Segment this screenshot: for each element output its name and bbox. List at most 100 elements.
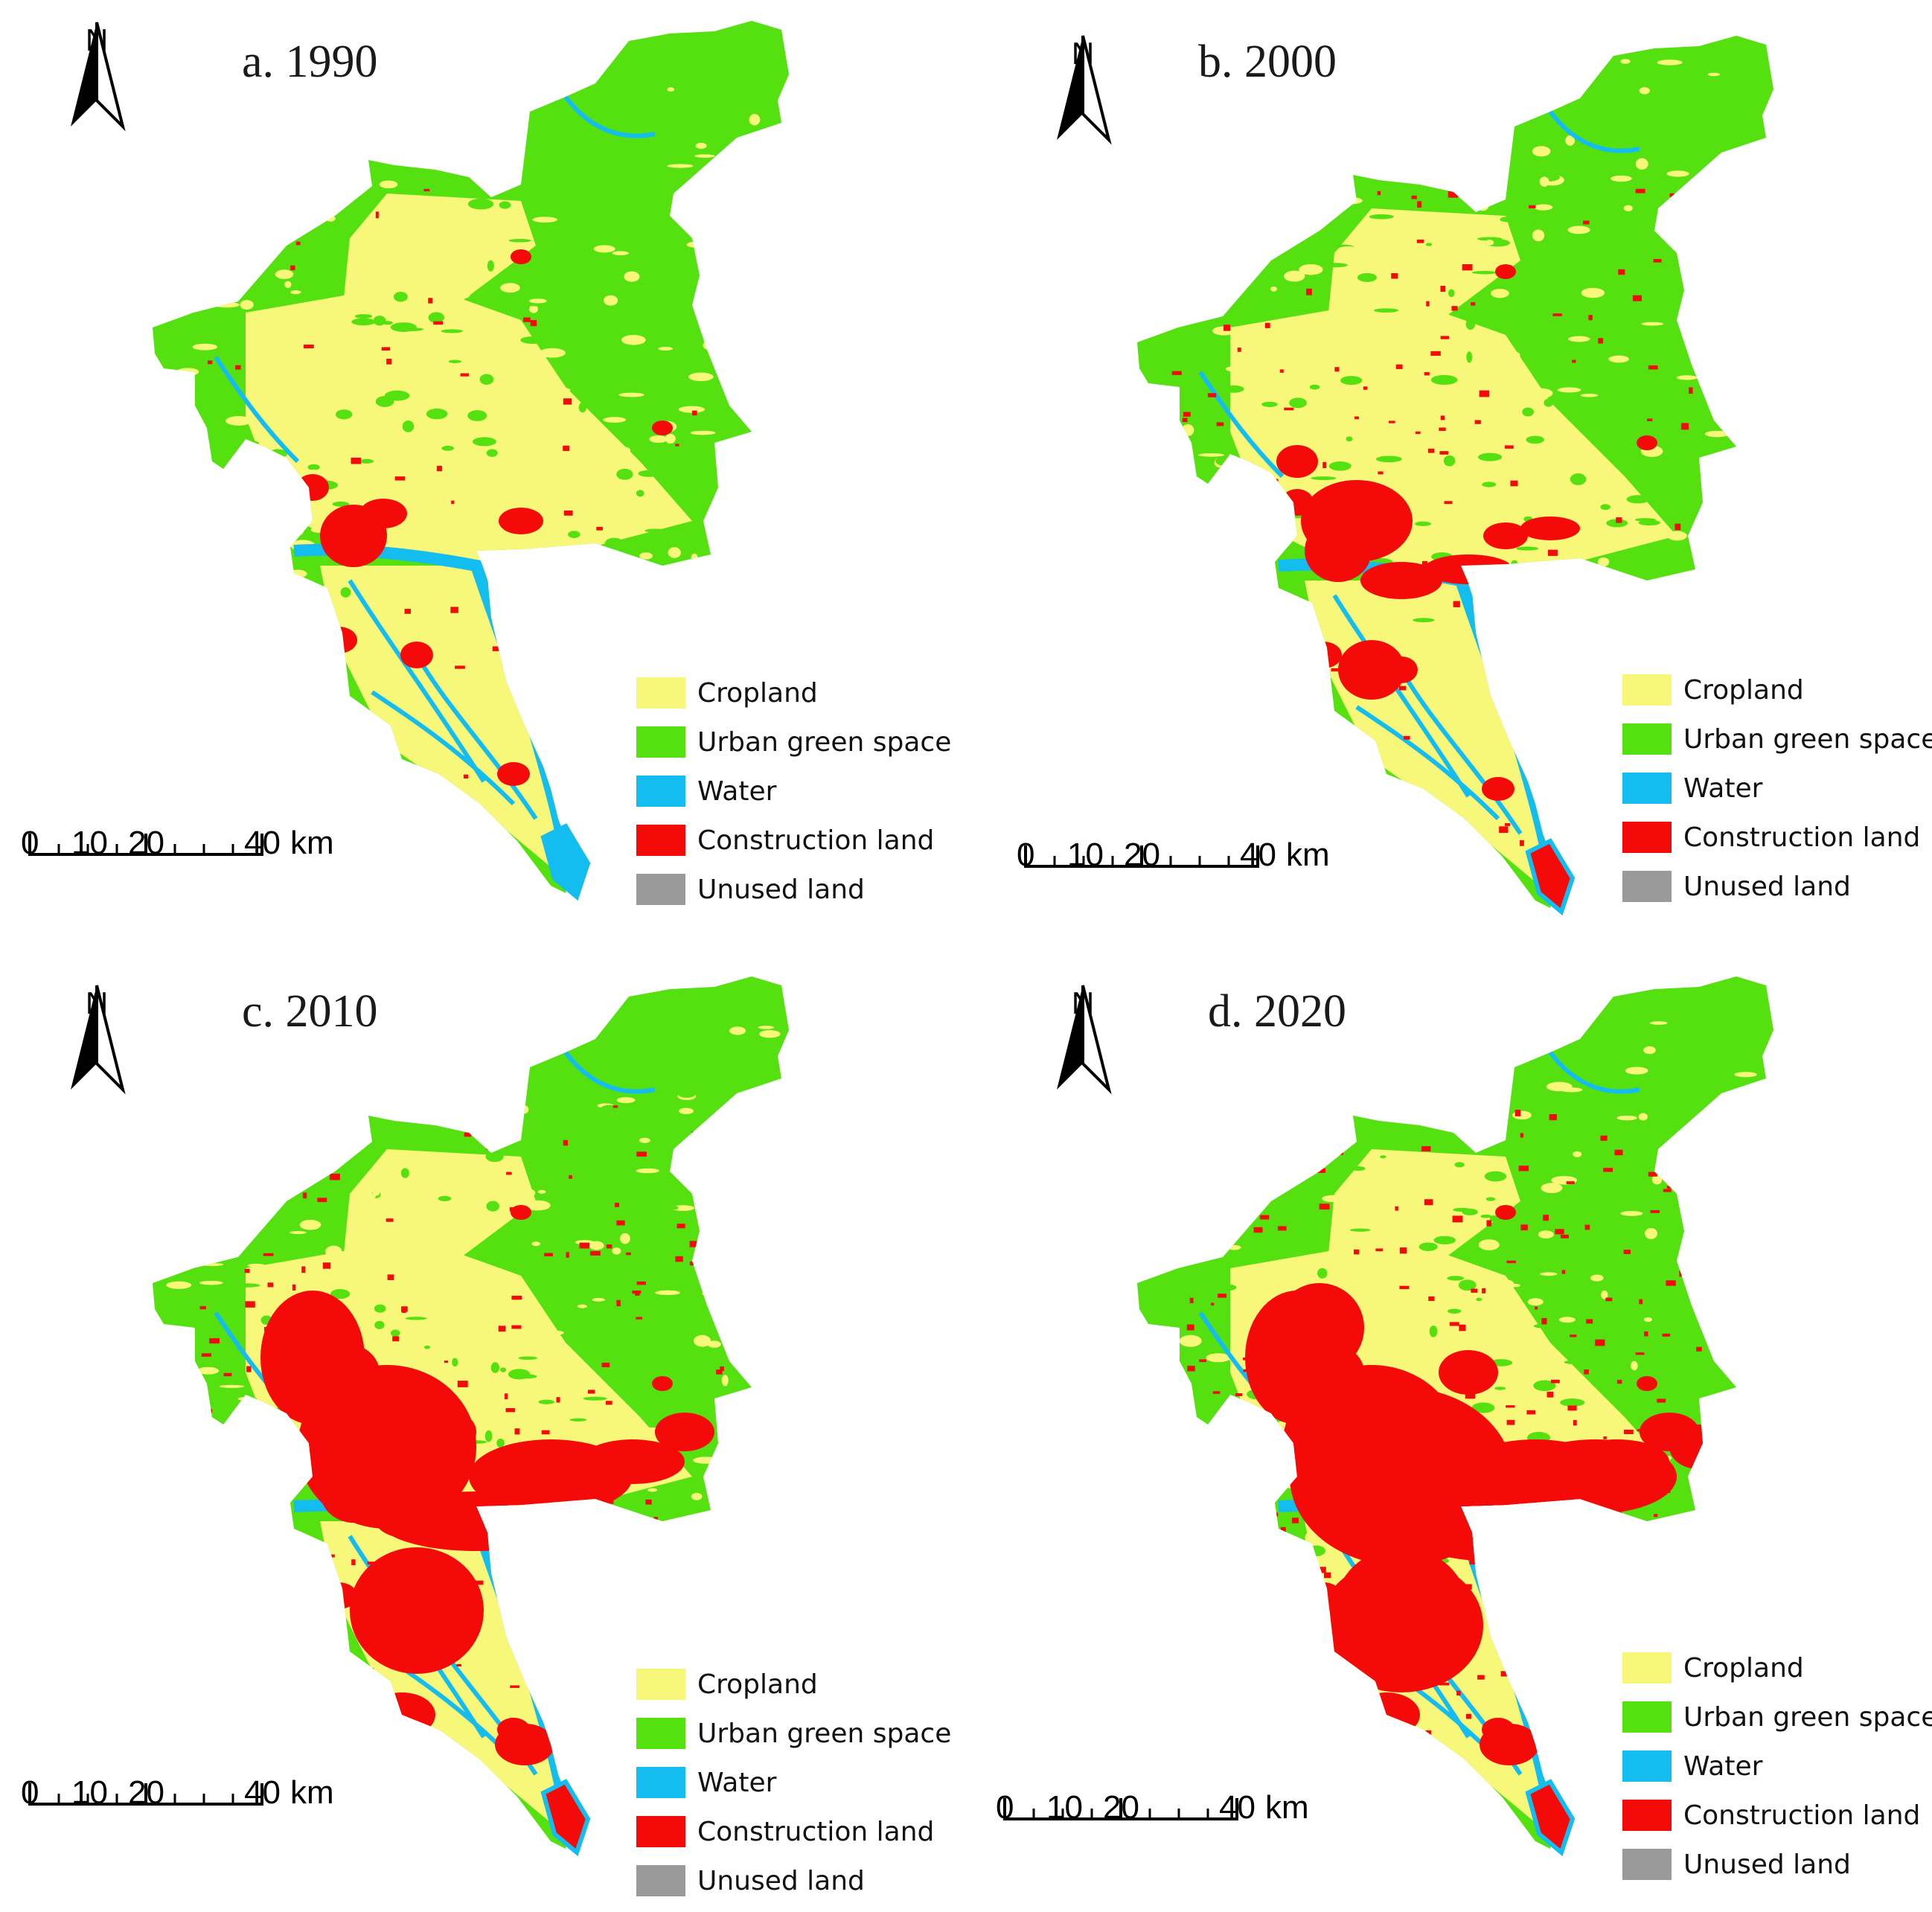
north-arrow: N <box>63 22 130 164</box>
construction-patch <box>1422 832 1427 839</box>
construction-patch <box>1375 666 1378 670</box>
river <box>563 95 656 138</box>
construction-patch <box>1533 1620 1538 1622</box>
cropland-area <box>342 1149 536 1268</box>
construction-patch <box>490 1786 496 1791</box>
construction-patch <box>1710 1314 1720 1320</box>
land-patch <box>1639 87 1650 95</box>
land-patch <box>1375 455 1402 463</box>
north-arrow: N <box>63 985 130 1127</box>
construction-patch <box>1665 1584 1674 1588</box>
construction-patch <box>303 344 314 349</box>
construction-land-area <box>305 1343 380 1402</box>
construction-patch <box>1486 581 1494 588</box>
construction-patch <box>1395 364 1403 369</box>
land-patch <box>181 379 194 383</box>
land-patch <box>604 295 618 306</box>
north-arrow-icon <box>1057 35 1112 145</box>
land-patch <box>1722 1281 1730 1294</box>
land-patch <box>703 561 711 569</box>
construction-patch <box>1463 1584 1472 1590</box>
land-patch <box>460 286 471 298</box>
construction-land-area <box>1669 1425 1729 1469</box>
land-patch <box>1568 336 1590 342</box>
construction-patch <box>566 1252 569 1258</box>
land-patch <box>354 314 373 319</box>
scale-bar-graphic <box>1024 845 1259 868</box>
construction-patch <box>1514 1110 1521 1116</box>
land-patch <box>508 1369 531 1380</box>
land-patch <box>472 1361 486 1366</box>
legend-item-construction-land: Construction land <box>636 816 1023 865</box>
construction-patch <box>290 265 295 271</box>
construction-patch <box>694 1532 703 1536</box>
land-patch <box>395 112 411 121</box>
construction-patch <box>310 1552 321 1558</box>
construction-patch <box>1221 1178 1227 1183</box>
land-patch <box>175 1182 190 1190</box>
construction-patch <box>1280 1526 1286 1534</box>
construction-patch <box>1584 1369 1589 1375</box>
land-patch <box>1274 508 1298 514</box>
construction-patch <box>1235 1393 1243 1396</box>
land-patch <box>192 343 218 351</box>
construction-patch <box>1555 1229 1564 1235</box>
land-patch <box>1450 168 1461 173</box>
construction-patch <box>1674 523 1681 531</box>
panel-title: a. 1990 <box>242 36 378 87</box>
construction-patch <box>1582 220 1590 225</box>
land-patch <box>1182 1375 1205 1382</box>
land-patch <box>161 226 177 231</box>
construction-patch <box>1497 1450 1506 1455</box>
construction-patch <box>583 813 587 818</box>
land-patch <box>1565 135 1575 146</box>
land-patch <box>1634 1507 1640 1518</box>
construction-patch <box>1243 1357 1247 1361</box>
land-patch <box>197 1366 220 1375</box>
land-patch <box>196 262 212 269</box>
land-patch <box>374 1320 385 1329</box>
land-patch <box>1284 270 1305 282</box>
construction-patch <box>611 1692 617 1698</box>
construction-patch <box>1603 1436 1607 1439</box>
land-patch <box>1477 115 1494 124</box>
land-patch <box>1705 1555 1719 1563</box>
construction-patch <box>1479 390 1489 397</box>
construction-patch <box>1256 214 1260 219</box>
land-patch <box>1651 1174 1663 1185</box>
land-patch <box>170 275 179 284</box>
land-patch <box>500 1367 507 1372</box>
construction-patch <box>1465 1713 1471 1719</box>
construction-patch <box>223 1372 232 1377</box>
construction-patch <box>1421 560 1428 566</box>
land-patch <box>739 340 762 351</box>
land-patch <box>1655 1237 1671 1247</box>
construction-patch <box>1717 1629 1727 1632</box>
construction-patch <box>1558 1465 1568 1470</box>
legend-swatch <box>1622 1701 1672 1733</box>
construction-patch <box>1224 1579 1234 1586</box>
construction-patch <box>392 1336 400 1342</box>
land-patch <box>1246 381 1254 391</box>
land-patch <box>734 1069 754 1077</box>
construction-patch <box>200 1577 206 1582</box>
map-panel-1990: a. 1990 N 0 10 20 40 km <box>0 0 966 956</box>
legend-label: Unused land <box>697 874 865 905</box>
legend-label: Cropland <box>697 1669 818 1700</box>
construction-patch <box>476 1580 484 1585</box>
land-patch <box>1732 243 1756 251</box>
land-patch <box>728 1509 753 1518</box>
land-patch <box>1555 1238 1569 1244</box>
land-patch <box>618 392 644 397</box>
land-patch <box>281 588 304 598</box>
construction-patch <box>399 1554 405 1561</box>
land-patch <box>396 161 406 170</box>
land-patch <box>1616 402 1627 410</box>
land-patch <box>1337 246 1359 255</box>
land-patch <box>1260 1240 1273 1251</box>
land-patch <box>1514 1081 1524 1092</box>
construction-patch <box>259 1462 269 1468</box>
legend-item-construction-land: Construction land <box>636 1807 1023 1856</box>
construction-patch <box>1630 1615 1634 1619</box>
land-patch <box>1532 146 1551 157</box>
